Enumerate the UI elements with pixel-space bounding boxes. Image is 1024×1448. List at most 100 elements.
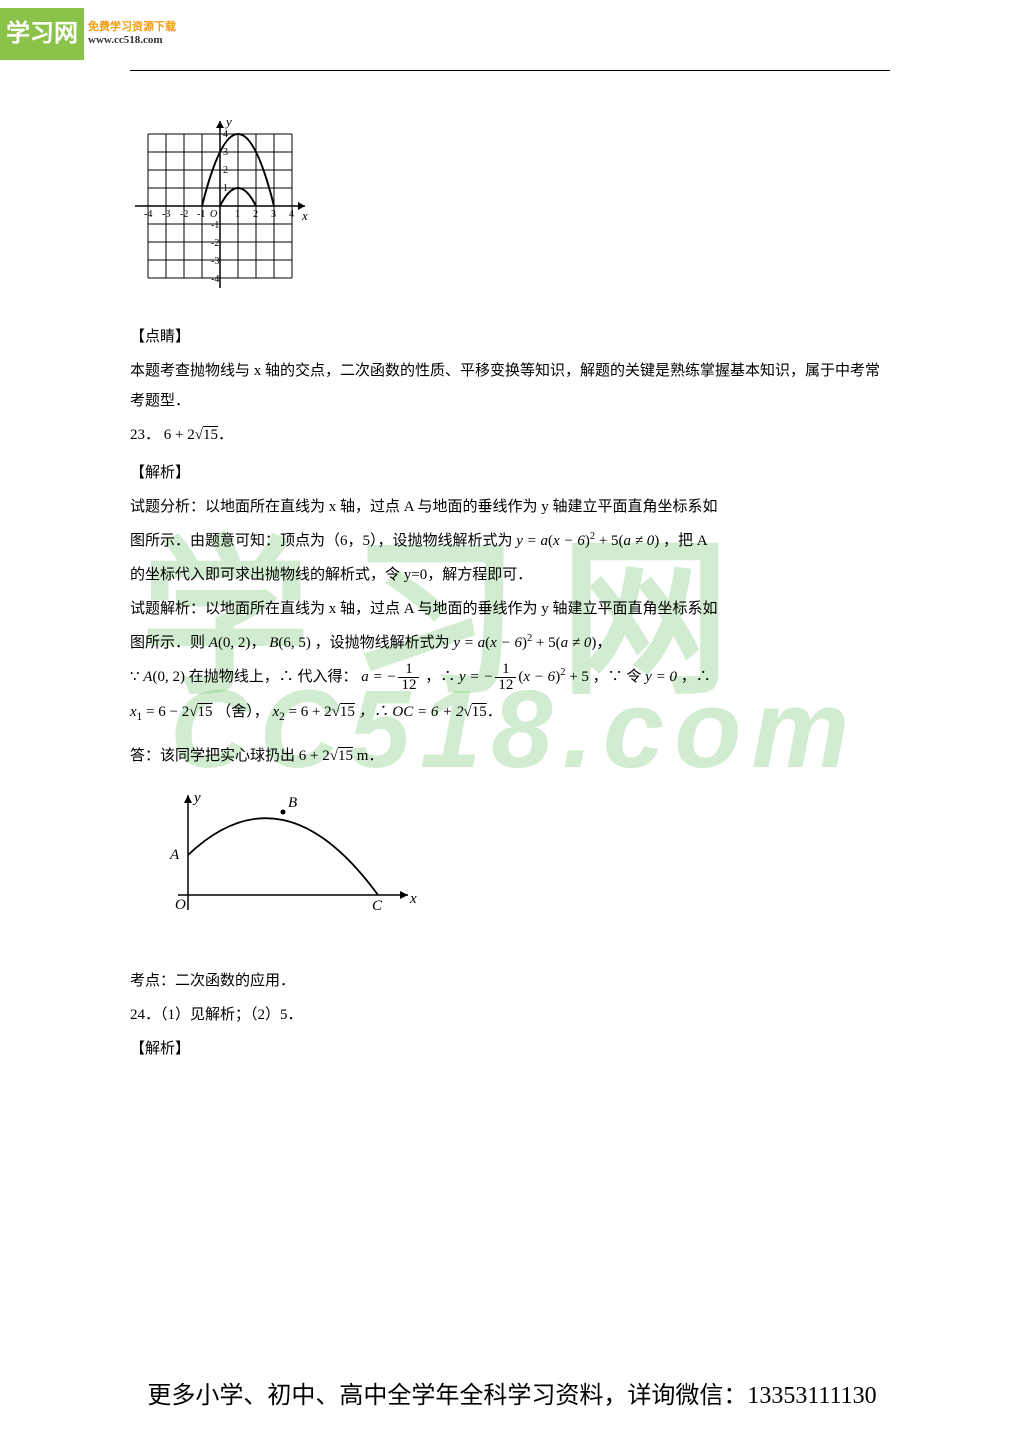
frac-den-1: 12 [398, 678, 419, 693]
eq-xm6-3: x − 6 [523, 669, 555, 685]
logo-tagline: 免费学习资源下载 [88, 21, 176, 33]
frac-den-2: 12 [495, 678, 516, 693]
point-B-label: B [269, 635, 278, 651]
frac-1-12-b: 112 [495, 662, 516, 693]
eq-plus5-2: + 5 [532, 635, 555, 651]
svg-text:x: x [409, 891, 417, 907]
x2-rad: 15 [340, 704, 355, 720]
trajectory-svg: A B C O x y [148, 785, 428, 925]
frac-num-2: 1 [495, 662, 516, 678]
svg-text:B: B [288, 795, 297, 811]
svg-text:-3: -3 [211, 256, 219, 267]
sol-l4-end: ． [487, 704, 502, 720]
page-content: -4-3 -2-1 12 34 43 21 -1-2 -3-4 O x y 【点… [130, 70, 890, 1064]
sol-l3-t2: ，∴ [425, 669, 459, 685]
analysis-line3: 的坐标代入即可求出抛物线的解析式，令 y=0，解方程即可． [130, 560, 890, 590]
svg-text:3: 3 [223, 147, 228, 158]
discard: （舍）， [216, 704, 269, 720]
svg-text:-3: -3 [162, 209, 170, 220]
point-A-coords-2: (0, 2) [152, 669, 185, 685]
dianjing-label: 【点睛】 [130, 322, 890, 352]
comma1: ， [250, 635, 265, 651]
point-B-coords: (6, 5) [278, 635, 311, 651]
frac-num-1: 1 [398, 662, 419, 678]
eq-xm6-2: x − 6 [490, 635, 522, 651]
sol-l3-t3: ，∵ 令 [593, 669, 646, 685]
kaodian: 考点：二次函数的应用． [130, 966, 890, 996]
eq-xm6-1: x − 6 [553, 533, 585, 549]
trajectory-figure: A B C O x y [148, 785, 890, 936]
svg-text:-2: -2 [211, 238, 219, 249]
svg-text:1: 1 [235, 209, 240, 220]
sol-l2-mid: ，设抛物线解析式为 [315, 635, 454, 651]
svg-text:y: y [192, 790, 201, 806]
analysis-line2: 图所示．由题意可知：顶点为（6，5），设抛物线解析式为 y = a(x − 6)… [130, 526, 890, 556]
q23-answer: 23． 6 + 2√15． [130, 420, 890, 450]
solution-line4: x1 = 6 − 2√15 （舍）， x2 = 6 + 2√15 ，∴ OC =… [130, 697, 890, 729]
svg-text:O: O [210, 209, 217, 220]
x1-eq: = 6 − 2 [142, 704, 189, 720]
eq-plus5-1: + 5 [595, 533, 618, 549]
eq-ane0-2: a ≠ 0 [561, 635, 592, 651]
point-A-label: A [209, 635, 218, 651]
svg-text:-1: -1 [211, 220, 219, 231]
answer-rad: 15 [338, 748, 353, 764]
logo-url: www.cc518.com [88, 34, 163, 46]
solution-line1: 试题解析：以地面所在直线为 x 轴，过点 A 与地面的垂线作为 y 轴建立平面直… [130, 594, 890, 624]
solution-line2: 图所示．则 A(0, 2)， B(6, 5) ，设抛物线解析式为 y = a(x… [130, 628, 890, 658]
answer-val-pre: 6 + 2 [299, 748, 330, 764]
svg-text:4: 4 [289, 209, 294, 220]
q24: 24．（1）见解析；（2）5． [130, 1000, 890, 1030]
svg-text:3: 3 [271, 209, 276, 220]
dianjing-text: 本题考查抛物线与 x 轴的交点，二次函数的性质、平移变换等知识，解题的关键是熟练… [130, 356, 890, 416]
answer-unit: m． [357, 748, 384, 764]
sol-l3-t1: 在抛物线上，∴ 代入得： [189, 669, 358, 685]
jiexi-label-2: 【解析】 [130, 1034, 890, 1064]
eq-y-a-2: y = a [453, 635, 485, 651]
x1-var: x [130, 704, 137, 720]
frac-1-12: 112 [398, 662, 419, 693]
q23-radicand: 15 [203, 427, 218, 443]
q23-suffix: ． [218, 427, 233, 443]
svg-text:A: A [169, 847, 180, 863]
analysis-l2-post: ，把 A [663, 533, 708, 549]
oc-rad: 15 [472, 704, 487, 720]
x2-eq: = 6 + 2 [285, 704, 332, 720]
oc-eq: ，∴ OC = 6 + 2 [359, 704, 464, 720]
solution-line3: ∵ A(0, 2) 在抛物线上，∴ 代入得： a = −112 ，∴ y = −… [130, 662, 890, 693]
analysis-line1: 试题分析：以地面所在直线为 x 轴，过点 A 与地面的垂线作为 y 轴建立平面直… [130, 492, 890, 522]
sol-l3-pre: ∵ [130, 669, 143, 685]
grid-parabola-svg: -4 -3 -2 -1 1 2 3 4 4 3 2 1 -1 -2 -3 -4 O x y [130, 111, 310, 301]
logo-text: 学习网 [0, 8, 84, 60]
svg-text:-4: -4 [144, 209, 152, 220]
svg-text:-4: -4 [211, 274, 219, 285]
answer-pre: 答：该同学把实心球扔出 [130, 748, 299, 764]
svg-text:C: C [372, 898, 383, 914]
eq-y-neg: y = − [459, 669, 493, 685]
eq-ane0-1: a ≠ 0 [624, 533, 655, 549]
svg-text:-1: -1 [197, 209, 205, 220]
eq-y0: y = 0 [645, 669, 677, 685]
eq-a-eq: a = − [361, 669, 396, 685]
svg-text:x: x [301, 208, 308, 223]
svg-text:O: O [175, 897, 186, 913]
eq-y-a: y = a [516, 533, 548, 549]
svg-text:-2: -2 [180, 209, 188, 220]
x1-rad: 15 [197, 704, 212, 720]
sol-l3-t4: ，∴ [681, 669, 711, 685]
site-logo: 学习网 免费学习资源下载 www.cc518.com [0, 8, 176, 60]
jiexi-label: 【解析】 [130, 458, 890, 488]
svg-text:2: 2 [253, 209, 258, 220]
grid-parabola-chart: -4 -3 -2 -1 1 2 3 4 4 3 2 1 -1 -2 -3 -4 O x y [130, 111, 890, 312]
q23-num: 23． [130, 427, 160, 443]
svg-text:2: 2 [223, 165, 228, 176]
svg-text:y: y [224, 114, 232, 129]
point-A-coords: (0, 2) [218, 635, 251, 651]
q23-expr-pre: 6 + 2 [164, 427, 195, 443]
eq-plus5-3: + 5 [565, 669, 588, 685]
page-footer: 更多小学、初中、高中全学年全科学习资料，详询微信：13353111130 [0, 1372, 1024, 1420]
sol-l2-pre: 图所示．则 [130, 635, 209, 651]
svg-text:4: 4 [223, 129, 228, 140]
logo-subtitle: 免费学习资源下载 www.cc518.com [88, 21, 176, 47]
svg-text:1: 1 [223, 183, 228, 194]
